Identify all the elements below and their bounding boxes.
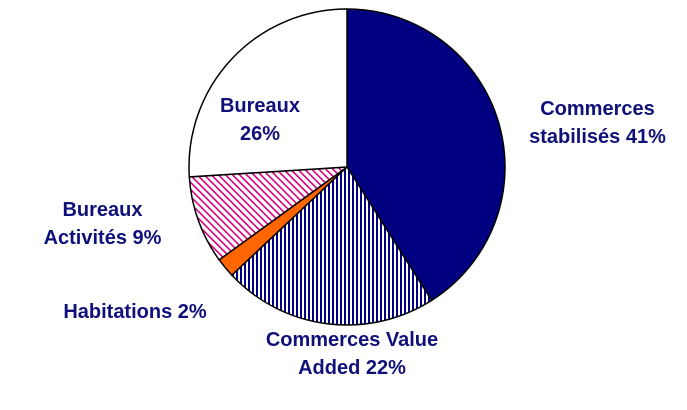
slice-label: Bureaux 26%	[205, 92, 315, 148]
slice-label: Commerces Value Added 22%	[262, 326, 442, 382]
slice-label: Bureaux Activités 9%	[30, 196, 175, 252]
pie-slice	[188, 166, 350, 261]
category-name: Commerces Value Added	[265, 329, 439, 379]
pie-slice	[188, 8, 348, 178]
slice-label: Commerces stabilisés 41%	[505, 95, 687, 151]
percent-label: 26%	[239, 123, 281, 145]
percent-label: 9%	[132, 227, 162, 249]
pie-slice	[230, 165, 433, 326]
percent-label: 2%	[177, 301, 207, 323]
category-name: Commerces stabilisés	[529, 98, 655, 148]
percent-label: 22%	[365, 357, 406, 379]
category-name: Habitations	[63, 301, 173, 323]
percent-label: 41%	[625, 126, 666, 148]
pie-slice	[346, 8, 506, 302]
category-name: Bureaux Activités	[43, 199, 143, 249]
category-name: Bureaux	[219, 95, 301, 117]
slice-label: Habitations 2%	[30, 298, 240, 326]
